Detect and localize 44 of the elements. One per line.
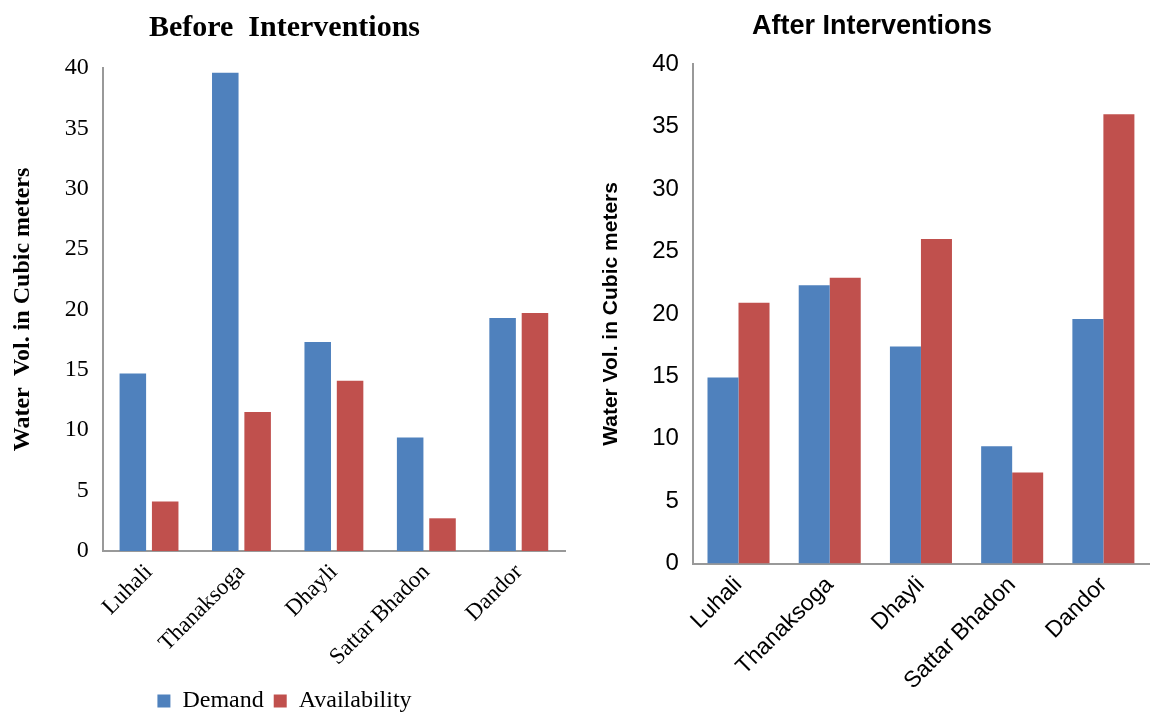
bar: [889, 346, 921, 564]
chart-title: After Interventions: [751, 9, 993, 40]
bar: [1072, 318, 1104, 564]
bar: [429, 518, 456, 551]
y-axis-title: Water Vol. in Cubic meters: [7, 167, 34, 452]
y-tick-label: 5: [76, 475, 89, 502]
bar: [396, 437, 424, 551]
bar: [304, 342, 331, 551]
y-tick-label: 30: [652, 173, 679, 201]
y-tick-label: 25: [64, 234, 89, 261]
y-tick-label: 10: [64, 415, 89, 442]
bar: [1103, 114, 1135, 564]
y-tick-label: 35: [64, 113, 89, 140]
bar: [981, 446, 1013, 564]
chart-title: Before Interventions: [148, 8, 421, 42]
y-tick-label: 40: [64, 53, 89, 80]
bar: [798, 285, 830, 564]
y-tick-label: 40: [652, 49, 679, 77]
bar: [151, 501, 179, 551]
bar: [829, 277, 861, 564]
bar: [707, 377, 739, 564]
y-tick-label: 35: [652, 111, 679, 139]
bar: [336, 380, 364, 551]
bar: [738, 302, 770, 564]
y-tick-label: 5: [665, 485, 679, 513]
y-tick-label: 20: [64, 294, 89, 321]
bar: [244, 412, 271, 551]
y-tick-label: 15: [652, 360, 679, 388]
y-tick-label: 10: [652, 423, 679, 451]
y-tick-label: 15: [64, 355, 89, 382]
bar: [212, 72, 239, 551]
y-tick-label: 30: [64, 174, 89, 201]
bar: [920, 239, 952, 564]
y-tick-label: 0: [76, 536, 89, 563]
y-axis-title: Water Vol. in Cubic meters: [598, 182, 622, 446]
y-tick-label: 20: [652, 298, 679, 326]
y-tick-label: 0: [665, 548, 679, 576]
bar: [119, 373, 147, 551]
bar: [521, 313, 549, 551]
bar: [1012, 472, 1044, 564]
legend-label: Demand: [182, 686, 264, 713]
bar: [489, 317, 516, 551]
y-tick-label: 25: [652, 236, 679, 264]
legend-label: Availability: [298, 686, 412, 713]
